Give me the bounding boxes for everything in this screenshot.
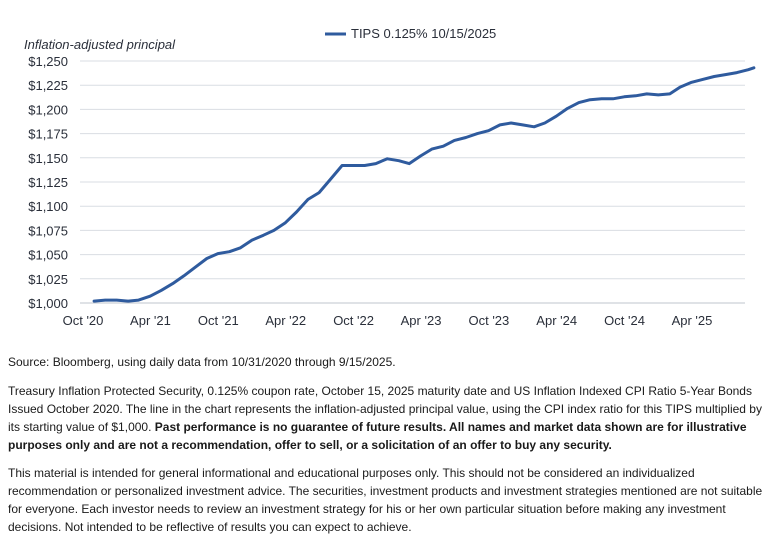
legend: TIPS 0.125% 10/15/2025	[325, 26, 496, 41]
y-tick-label: $1,000	[28, 296, 68, 311]
y-tick-label: $1,250	[28, 54, 68, 69]
tips-series-line	[92, 66, 756, 303]
description-text: Treasury Inflation Protected Security, 0…	[8, 384, 762, 434]
source-note: Source: Bloomberg, using daily data from…	[8, 355, 396, 369]
performance-disclaimer: Past performance is no guarantee of futu…	[8, 420, 747, 452]
y-tick-label: $1,025	[28, 272, 68, 287]
chart-notes: Source: Bloomberg, using daily data from…	[8, 353, 763, 546]
x-tick-label: Apr '23	[401, 313, 442, 328]
tips-principal-chart: TIPS 0.125% 10/15/2025 Inflation-adjuste…	[24, 26, 756, 328]
x-tick-label: Apr '24	[536, 313, 577, 328]
x-tick-label: Apr '25	[672, 313, 713, 328]
legend-label: TIPS 0.125% 10/15/2025	[351, 26, 496, 41]
y-tick-label: $1,075	[28, 223, 68, 238]
y-tick-label: $1,225	[28, 78, 68, 93]
y-axis-ticks: $1,000 $1,025 $1,050 $1,075 $1,100 $1,125 $1,1…	[28, 54, 68, 311]
y-tick-label: $1,175	[28, 127, 68, 142]
x-tick-label: Oct '24	[604, 313, 645, 328]
y-tick-label: $1,200	[28, 102, 68, 117]
x-axis-ticks: Oct '20 Apr '21 Oct '21 Apr '22 Oct '22 Apr '…	[63, 313, 713, 328]
x-tick-label: Oct '23	[468, 313, 509, 328]
x-tick-label: Oct '22	[333, 313, 374, 328]
x-tick-label: Apr '21	[130, 313, 171, 328]
y-tick-label: $1,100	[28, 199, 68, 214]
y-tick-label: $1,050	[28, 248, 68, 263]
y-tick-label: $1,125	[28, 175, 68, 190]
y-tick-label: $1,150	[28, 151, 68, 166]
y-axis-title: Inflation-adjusted principal	[24, 37, 176, 52]
general-disclaimer: This material is intended for general in…	[8, 466, 763, 534]
gridlines	[80, 60, 745, 280]
x-tick-label: Oct '21	[198, 313, 239, 328]
description-note: Treasury Inflation Protected Security, 0…	[8, 382, 763, 454]
x-tick-label: Apr '22	[265, 313, 306, 328]
x-tick-label: Oct '20	[63, 313, 104, 328]
